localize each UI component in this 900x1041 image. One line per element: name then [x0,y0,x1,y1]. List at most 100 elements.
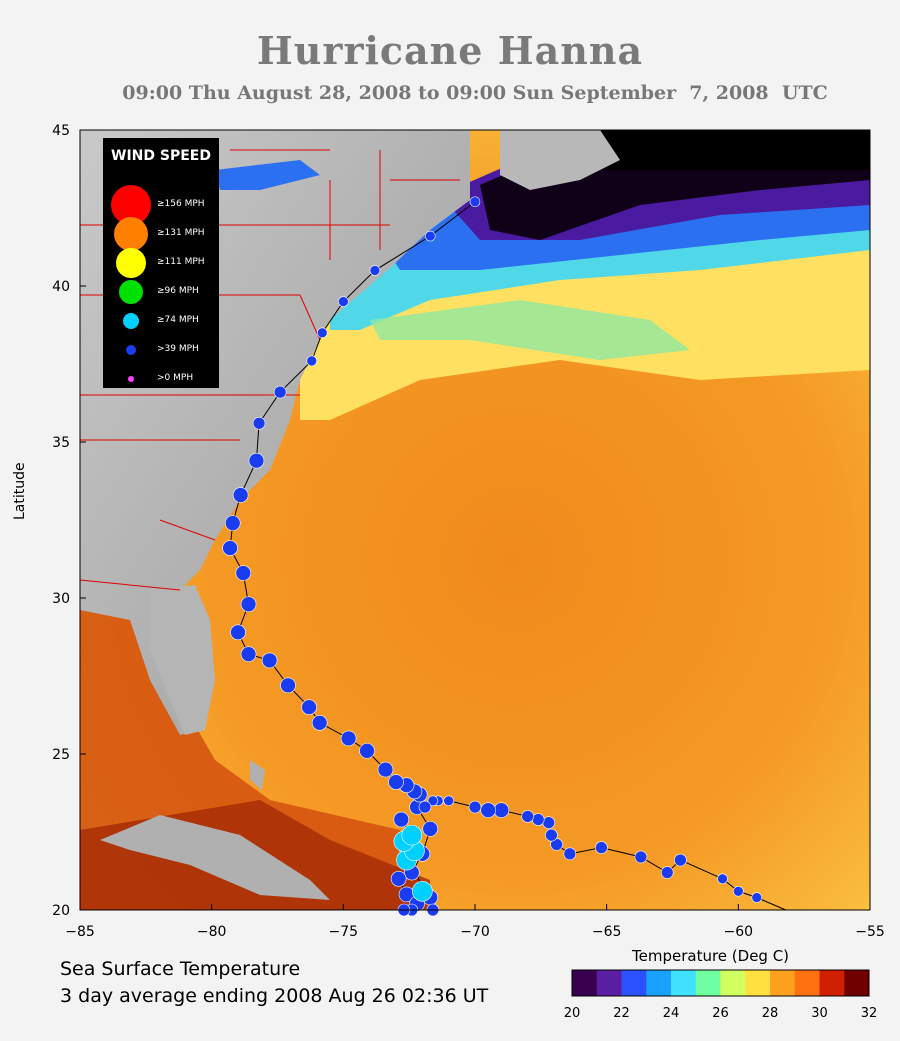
hurricane-track-points [222,196,763,917]
legend-dot [126,345,136,355]
lon-tick-label: −70 [460,924,490,940]
legend-dot [123,313,139,329]
legend-item: ≥156 MPH [103,185,219,225]
track-point [301,699,317,716]
colorbar-segment [819,970,845,996]
gulf-stream-green [370,300,690,360]
colorbar-tick-label: 32 [860,1006,878,1021]
lon-tick-label: −80 [197,924,227,940]
nova-scotia [500,130,620,190]
colorbar-segment [844,970,870,996]
track-point [240,596,257,613]
colorbar-segment [720,970,746,996]
florida-peninsula [150,585,215,735]
lat-tick-label: 30 [52,591,70,607]
track-point [542,816,556,829]
lat-tick-label: 25 [52,747,70,763]
legend-label: ≥96 MPH [157,286,199,296]
cuba [100,815,330,900]
lat-tick-label: 35 [52,435,70,451]
track-point [480,802,496,818]
track-loop-point [401,824,423,846]
lon-tick-label: −55 [855,924,885,940]
legend-label: >0 MPH [157,373,194,383]
legend-dot [114,217,148,251]
legend-item: >0 MPH [103,369,219,389]
colorbar-tick-label: 26 [712,1006,729,1021]
track-point [443,795,454,807]
legend-label: >39 MPH [157,344,199,354]
track-point [377,761,394,778]
legend-label: ≥74 MPH [157,315,199,325]
track-point [751,892,763,903]
legend-dot [116,248,146,278]
legend-label: ≥156 MPH [157,199,205,209]
track-point [733,885,744,897]
track-point [674,853,687,867]
legend-item: >39 MPH [103,340,219,360]
colorbar-title: Temperature (Deg C) [632,947,790,965]
track-point [424,230,436,242]
track-point [248,452,265,469]
colorbar-segment [745,970,771,996]
track-point [717,873,728,885]
sst-caption-line1: Sea Surface Temperature [60,958,301,980]
bahamas [250,760,265,790]
track-point [306,355,318,367]
colorbar-segment [671,970,697,996]
temperature-colorbar [571,969,870,997]
track-point [359,743,375,759]
track-point [469,196,481,208]
colorbar-segment [770,970,796,996]
colorbar-tick-label: 22 [613,1006,630,1021]
legend-item: ≥74 MPH [103,311,219,331]
lon-tick-label: −60 [724,924,754,940]
track-point [369,265,381,276]
axis-ticks: −85 −80 −75 −70 −65 −60 −55 20 25 30 35 40 45 [52,123,885,940]
lat-tick-label: 40 [52,279,70,295]
legend-item: ≥111 MPH [103,248,219,278]
track-point [427,795,439,807]
track-point [521,810,534,823]
colorbar-tick-label: 20 [563,1006,581,1021]
track-point [311,714,328,731]
lon-tick-label: −85 [65,924,95,940]
track-point [280,677,296,694]
track-point [273,385,287,399]
colorbar-segment [621,970,647,996]
lon-tick-label: −75 [329,924,359,940]
colorbar-border [571,969,870,997]
track-loop-point [422,821,439,837]
legend-item: ≥131 MPH [103,217,219,251]
track-loop-point [393,811,410,828]
y-axis-label: Latitude [12,462,28,520]
track-point [316,327,328,339]
track-point [340,730,357,747]
legend-dot [119,280,143,304]
track-point [261,652,278,669]
colorbar-segment [695,970,721,996]
track-point [660,866,674,879]
track-point [235,565,252,581]
colorbar-segment [572,970,598,996]
map-subtitle: 09:00 Thu August 28, 2008 to 09:00 Sun S… [122,82,828,104]
colorbar-segment [596,970,622,996]
colorbar-tick-label: 28 [761,1006,779,1021]
track-point [240,646,257,662]
track-point [545,828,558,842]
lat-tick-label: 20 [52,903,70,919]
track-point [468,800,482,814]
great-lakes [215,160,320,190]
track-point [338,296,349,307]
legend-title: WIND SPEED [111,148,211,164]
legend-label: ≥111 MPH [157,257,205,267]
colorbar-segment [794,970,820,996]
legend-dot [128,376,134,382]
track-point [232,487,249,503]
track-point [388,774,404,790]
track-point [634,850,648,864]
track-loop-point [390,870,407,887]
track-point [595,841,608,854]
track-point [493,802,510,818]
track-point [252,416,266,430]
